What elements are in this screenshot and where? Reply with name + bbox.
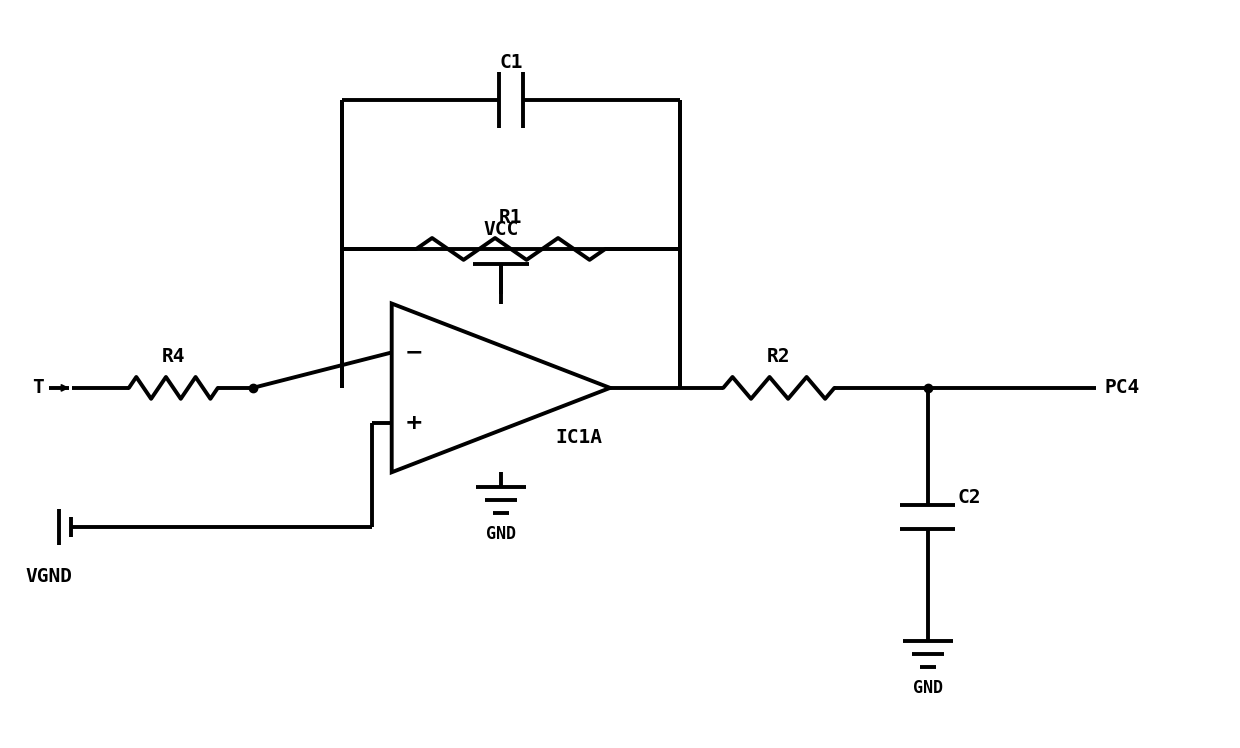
Text: −: − — [404, 343, 423, 363]
Text: IC1A: IC1A — [556, 428, 603, 447]
Text: VCC: VCC — [484, 220, 518, 239]
Text: PC4: PC4 — [1105, 378, 1140, 397]
Text: C2: C2 — [957, 488, 981, 506]
Text: C1: C1 — [498, 53, 522, 73]
Text: GND: GND — [486, 525, 516, 543]
Text: VGND: VGND — [26, 567, 73, 586]
Text: T: T — [32, 378, 45, 397]
Text: +: + — [404, 414, 423, 433]
Text: R4: R4 — [161, 347, 185, 366]
Text: R2: R2 — [768, 347, 791, 366]
Text: R1: R1 — [498, 208, 522, 227]
Text: GND: GND — [913, 678, 942, 696]
